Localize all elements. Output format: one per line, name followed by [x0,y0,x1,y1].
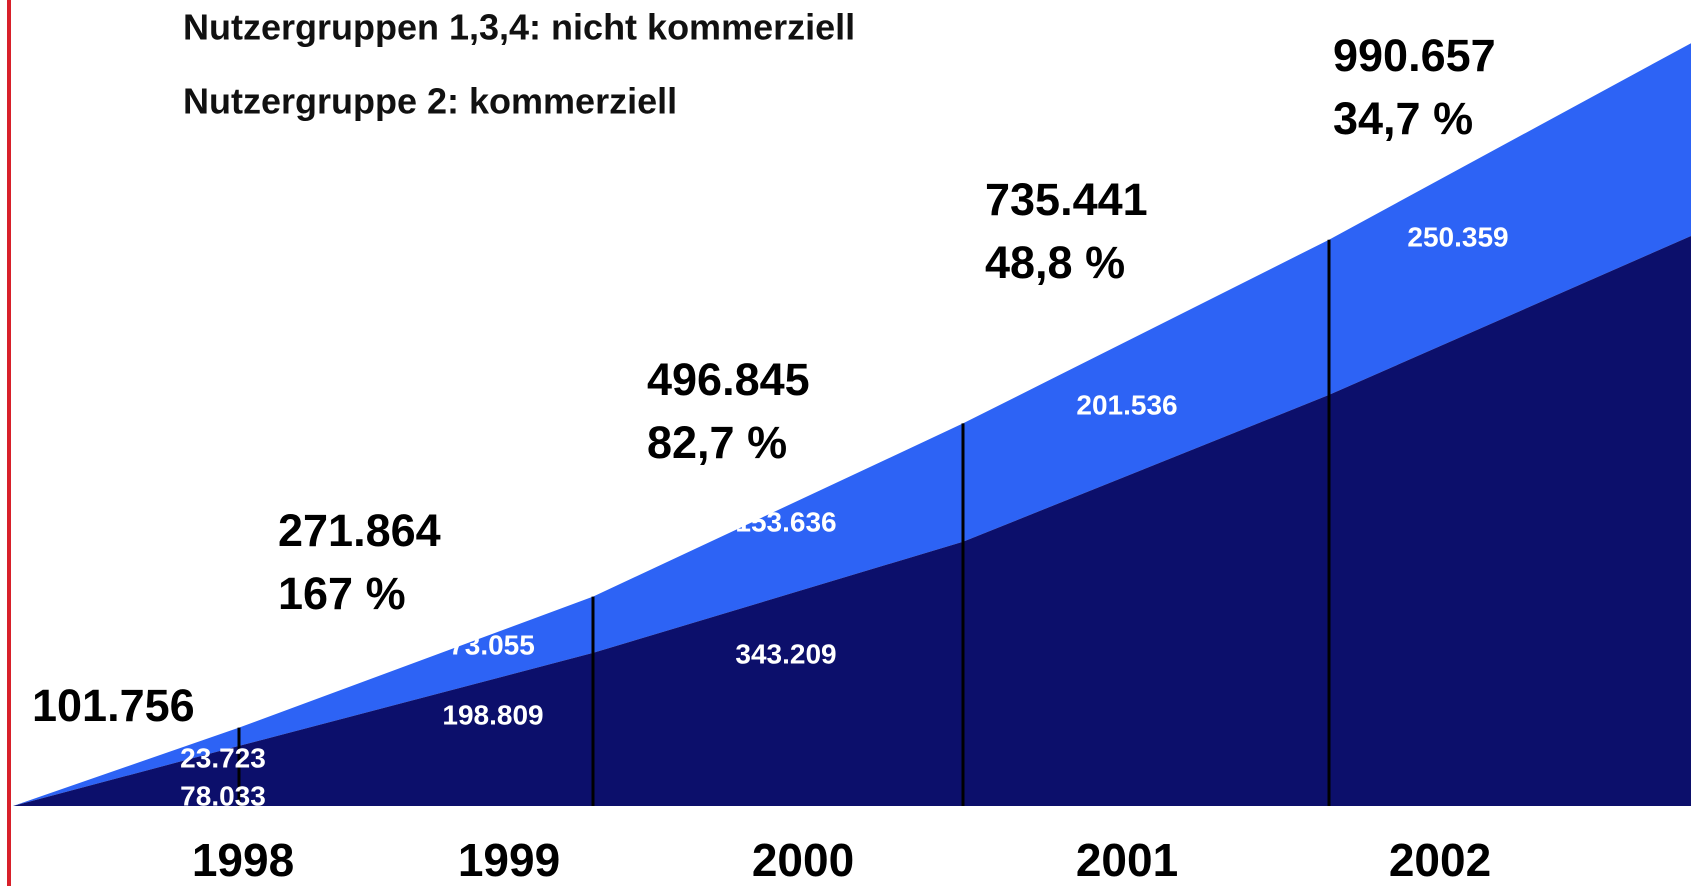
growth-label: 167 % [278,568,406,619]
x-tick-label: 2001 [1076,834,1178,886]
data-label: 153.636 [735,506,836,537]
total-label: 990.657 [1333,30,1496,81]
x-tick-label: 1998 [192,834,294,886]
data-label: 250.359 [1407,221,1508,252]
total-label: 735.441 [985,174,1148,225]
growth-label: 82,7 % [647,417,787,468]
total-label: 271.864 [278,505,441,556]
growth-label: 34,7 % [1333,93,1473,144]
legend-entry: Nutzergruppen 1,3,4: nicht kommerziell [183,7,855,48]
data-label: 343.209 [735,638,836,669]
data-label: 198.809 [442,699,543,730]
total-label: 496.845 [647,354,810,405]
data-label: 78.033 [180,780,266,811]
data-label: 201.536 [1076,389,1177,420]
total-label: 101.756 [32,680,195,731]
area [13,235,1691,807]
data-label: 73.055 [449,629,535,660]
x-tick-label: 2002 [1389,834,1491,886]
data-label: 23.723 [180,742,266,773]
x-tick-label: 1999 [458,834,560,886]
legend-entry: Nutzergruppe 2: kommerziell [183,81,677,122]
x-tick-label: 2000 [752,834,854,886]
growth-label: 48,8 % [985,237,1125,288]
